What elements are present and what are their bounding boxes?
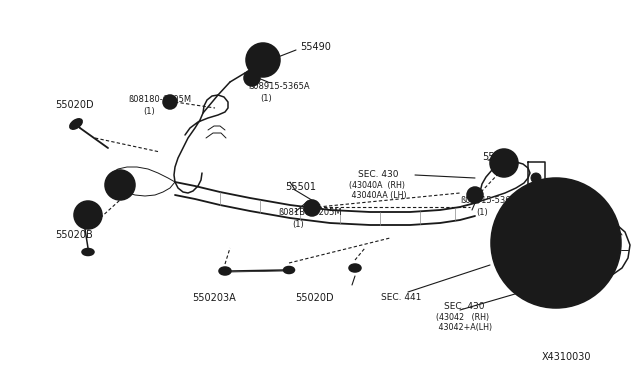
Text: 55020D: 55020D — [55, 100, 93, 110]
Ellipse shape — [351, 266, 358, 270]
Circle shape — [112, 177, 128, 193]
Text: (43042   (RH): (43042 (RH) — [436, 313, 489, 322]
Circle shape — [490, 149, 518, 177]
Text: ß081B0-6205M: ß081B0-6205M — [278, 208, 342, 217]
Ellipse shape — [221, 269, 228, 273]
Text: 43040AA (LH): 43040AA (LH) — [349, 191, 406, 200]
Circle shape — [253, 50, 273, 70]
Circle shape — [308, 204, 316, 212]
Circle shape — [531, 173, 541, 183]
Text: 55490: 55490 — [482, 152, 513, 162]
Circle shape — [74, 201, 102, 229]
Circle shape — [531, 200, 541, 210]
Text: X4310030: X4310030 — [542, 352, 591, 362]
Circle shape — [496, 155, 512, 171]
Ellipse shape — [70, 119, 82, 129]
Circle shape — [105, 170, 135, 200]
Text: ß08180-6205M: ß08180-6205M — [128, 95, 191, 104]
Text: (1): (1) — [143, 107, 155, 116]
Text: SEC. 441: SEC. 441 — [381, 293, 421, 302]
Ellipse shape — [84, 250, 92, 254]
Text: 55490: 55490 — [300, 42, 331, 52]
Ellipse shape — [285, 268, 292, 272]
Circle shape — [166, 99, 173, 106]
Text: 55020B: 55020B — [55, 230, 93, 240]
Circle shape — [467, 187, 483, 203]
Circle shape — [499, 186, 613, 300]
Ellipse shape — [72, 121, 79, 127]
Text: 43042+A(LH): 43042+A(LH) — [436, 323, 492, 332]
Text: SEC. 430: SEC. 430 — [358, 170, 399, 179]
Circle shape — [248, 74, 256, 82]
Text: ß08915-5365A: ß08915-5365A — [460, 196, 522, 205]
Ellipse shape — [284, 266, 294, 273]
Circle shape — [531, 218, 581, 268]
Circle shape — [500, 159, 508, 167]
Circle shape — [550, 237, 562, 249]
Text: ß08915-5365A: ß08915-5365A — [248, 82, 310, 91]
Circle shape — [163, 95, 177, 109]
Text: 550203A: 550203A — [192, 293, 236, 303]
Circle shape — [304, 200, 320, 216]
Text: (1): (1) — [292, 220, 304, 229]
Circle shape — [541, 228, 571, 258]
Circle shape — [244, 70, 260, 86]
Circle shape — [80, 207, 96, 223]
Text: 55501: 55501 — [285, 182, 316, 192]
Ellipse shape — [349, 264, 361, 272]
Text: (43040A  (RH): (43040A (RH) — [349, 181, 405, 190]
Circle shape — [531, 223, 541, 233]
Ellipse shape — [82, 248, 94, 256]
Ellipse shape — [219, 267, 231, 275]
Text: (1): (1) — [260, 94, 272, 103]
Circle shape — [246, 43, 280, 77]
Circle shape — [258, 55, 268, 65]
Text: SEC. 430: SEC. 430 — [444, 302, 484, 311]
Circle shape — [471, 191, 479, 199]
Circle shape — [491, 178, 621, 308]
Text: 55020D: 55020D — [295, 293, 333, 303]
Text: (1): (1) — [476, 208, 488, 217]
